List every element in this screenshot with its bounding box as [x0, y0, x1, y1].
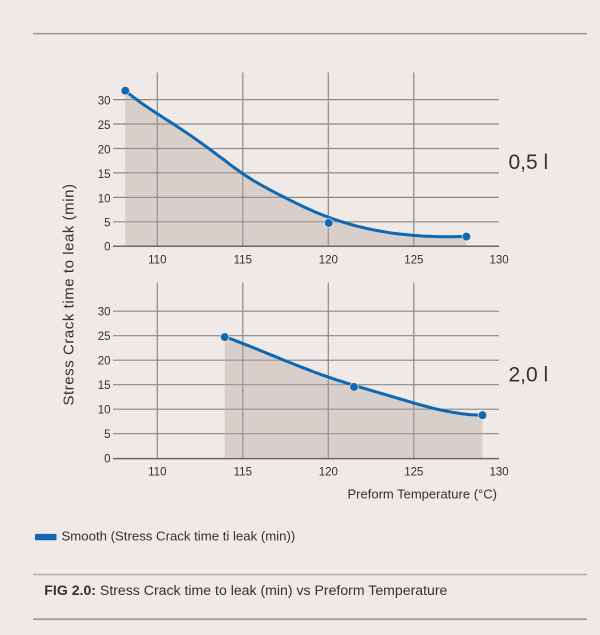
svg-text:30: 30: [98, 96, 111, 108]
svg-text:25: 25: [98, 331, 111, 343]
svg-text:110: 110: [148, 466, 166, 478]
svg-text:15: 15: [98, 169, 111, 181]
svg-text:0,5 l: 0,5 l: [509, 151, 549, 174]
svg-text:120: 120: [319, 254, 338, 266]
svg-text:125: 125: [404, 254, 423, 266]
svg-text:0: 0: [104, 454, 110, 466]
svg-text:110: 110: [148, 254, 166, 266]
svg-text:0: 0: [104, 242, 110, 254]
svg-text:2,0 l: 2,0 l: [509, 363, 549, 386]
svg-text:5: 5: [104, 429, 110, 441]
svg-text:130: 130: [490, 466, 509, 478]
svg-text:125: 125: [404, 466, 423, 478]
svg-text:10: 10: [98, 405, 111, 417]
svg-text:10: 10: [98, 193, 111, 205]
svg-text:Stress Crack time to leak (min: Stress Crack time to leak (min): [61, 183, 78, 405]
svg-text:20: 20: [98, 356, 111, 368]
svg-text:30: 30: [98, 307, 111, 319]
svg-text:115: 115: [234, 466, 252, 478]
svg-text:25: 25: [98, 120, 111, 132]
svg-text:15: 15: [98, 380, 111, 392]
svg-text:120: 120: [319, 466, 338, 478]
svg-text:Preform Temperature (°C): Preform Temperature (°C): [348, 486, 497, 501]
svg-text:Smooth (Stress Crack time ti l: Smooth (Stress Crack time ti leak (min)): [62, 529, 296, 544]
svg-text:130: 130: [490, 254, 509, 266]
svg-text:5: 5: [104, 218, 110, 230]
svg-text:20: 20: [98, 144, 111, 156]
svg-text:115: 115: [234, 254, 252, 266]
svg-text:FIG 2.0: Stress Crack time to: FIG 2.0: Stress Crack time to leak (min)…: [44, 582, 447, 598]
